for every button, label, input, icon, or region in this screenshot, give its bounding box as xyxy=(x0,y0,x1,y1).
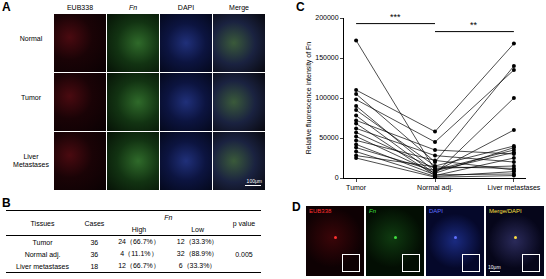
html-text:10μm: 10μm xyxy=(488,264,501,270)
svg-text:Normal adj.: Normal adj. xyxy=(417,184,453,192)
svg-text:**: ** xyxy=(470,20,478,30)
html-text:32（88.9%）: 32（88.9%） xyxy=(176,250,219,257)
html-text:24（66.7%）: 24（66.7%） xyxy=(118,238,160,245)
html-text:36: 36 xyxy=(90,250,99,258)
html-text:Fn: Fn xyxy=(164,213,173,221)
svg-text:Liver metastases: Liver metastases xyxy=(487,184,540,191)
html-text:100μm: 100μm xyxy=(246,178,262,184)
html-text:Fn: Fn xyxy=(128,4,138,11)
html-text:D: D xyxy=(292,200,301,214)
html-text:Liver Metastases: Liver Metastases xyxy=(13,153,49,168)
html-text:DAPI: DAPI xyxy=(429,208,443,214)
svg-text:Tumor: Tumor xyxy=(346,184,367,191)
svg-text:0: 0 xyxy=(335,174,339,181)
html-text:C: C xyxy=(296,0,305,14)
html-text:Low: Low xyxy=(191,225,204,233)
html-text:High: High xyxy=(131,225,147,233)
html-text:Fn: Fn xyxy=(369,208,376,214)
html-text:Tumor: Tumor xyxy=(32,238,53,246)
html-text:EUB338: EUB338 xyxy=(309,208,332,214)
html-text:Liver metastases: Liver metastases xyxy=(16,262,69,270)
svg-text:200000: 200000 xyxy=(315,14,338,21)
html-text:Tumor: Tumor xyxy=(21,94,41,101)
html-text:36: 36 xyxy=(90,238,99,246)
html-text:12（66.7%）: 12（66.7%） xyxy=(118,262,160,269)
svg-text:150000: 150000 xyxy=(315,54,338,61)
html-text:12（33.3%）: 12（33.3%） xyxy=(176,238,219,245)
html-text:Cases: Cases xyxy=(84,219,105,227)
html-text:Merge/DAPI: Merge/DAPI xyxy=(489,208,522,214)
html-text:p value: p value xyxy=(232,219,256,227)
html-text:4（11.1%）: 4（11.1%） xyxy=(120,250,158,257)
html-text:B: B xyxy=(2,196,11,210)
svg-text:***: *** xyxy=(390,12,401,22)
html-text:DAPI: DAPI xyxy=(177,4,195,11)
html-text:A: A xyxy=(2,0,11,14)
html-text:Merge: Merge xyxy=(229,4,249,11)
html-text:EUB338: EUB338 xyxy=(67,4,93,11)
html-text:Normal: Normal xyxy=(19,35,43,42)
html-text:Normal adj.: Normal adj. xyxy=(24,250,61,258)
svg-text:50000: 50000 xyxy=(319,134,339,141)
html-text:18: 18 xyxy=(90,262,99,270)
svg-text:Relative fluorescence intensit: Relative fluorescence intensity of Fn xyxy=(305,42,313,155)
svg-text:100000: 100000 xyxy=(315,94,338,101)
html-text:6（33.3%）: 6（33.3%） xyxy=(178,262,217,269)
html-text:Tissues: Tissues xyxy=(30,219,55,227)
html-text:0.005: 0.005 xyxy=(235,250,253,258)
